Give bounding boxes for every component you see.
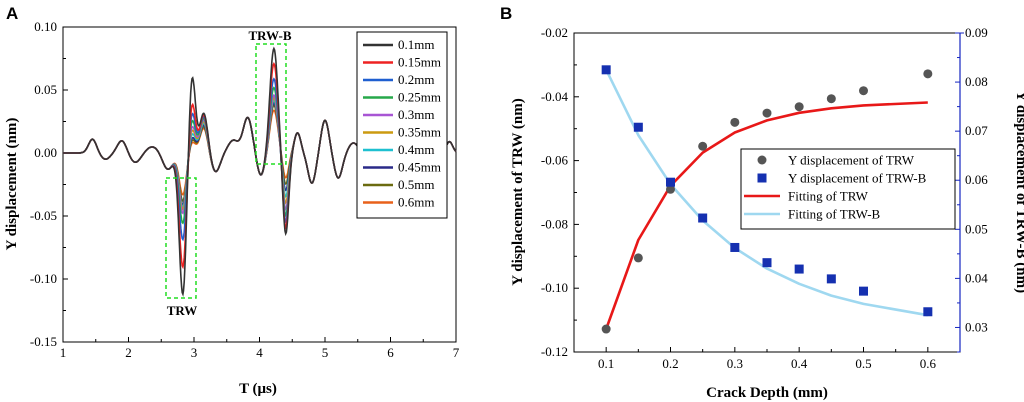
panel-a-x-tick-label: 7	[453, 345, 460, 360]
panel-b-trw-point	[666, 184, 675, 194]
panel-b-legend-swatch	[757, 155, 767, 165]
panel-b-trw-point	[859, 86, 868, 96]
panel-a-legend-label: 0.4mm	[398, 142, 434, 157]
panel-b-x-tick-label: 0.3	[727, 356, 743, 371]
panel-b-label: B	[500, 4, 512, 23]
panel-b-y-axis-label-right: Y displacement of TRW-B (nm)	[1013, 91, 1024, 293]
panel-a: A 1 2 3 4 5 6 7 -0.15 -0.10 -0.05 0.00 0.05 0.10 TRW…	[4, 4, 460, 397]
panel-b-trw-point	[794, 102, 804, 112]
panel-a-legend-label: 0.6mm	[398, 195, 434, 210]
panel-b-trwb-point	[633, 122, 643, 132]
panel-b-trwb-point	[923, 307, 933, 317]
panel-b-legend-label: Y displacement of TRW	[788, 153, 915, 168]
panel-b-y-axis-label-left: Y displacement of TRW (nm)	[510, 98, 526, 286]
trwb-annotation: TRW-B	[248, 28, 291, 43]
panel-b-trwb-point	[826, 274, 836, 284]
panel-a-highlight-boxes	[165, 43, 287, 299]
panel-b-trwb-point	[859, 286, 868, 296]
panel-b-trwb-point	[730, 242, 740, 252]
panel-a-legend-label: 0.15mm	[398, 55, 441, 70]
panel-a-legend-label: 0.1mm	[398, 37, 434, 52]
panel-b-points	[601, 65, 933, 334]
panel-a-x-tick-label: 3	[191, 345, 198, 360]
panel-b-fit-line	[605, 69, 929, 317]
panel-b-x-axis-label: Crack Depth (mm)	[706, 385, 828, 401]
panel-b-trw-point	[698, 141, 708, 151]
panel-b-right-tick-label: 0.06	[965, 172, 988, 187]
panel-a-x-tick-label: 1	[60, 345, 67, 360]
panel-b-trwb-point	[601, 65, 611, 75]
panel-b-x-tick-label: 0.5	[855, 356, 871, 371]
panel-b-legend: Y displacement of TRW Y displacement of T…	[740, 148, 956, 230]
panel-b-y-tick-label: -0.12	[541, 344, 568, 359]
panel-a-x-axis-label: T (μs)	[239, 381, 277, 397]
panel-b-ticks: 0.1 0.2 0.3 0.4 0.5 0.6 -0.12 -0.10 -0.08 -0.06 -0…	[541, 25, 988, 371]
panel-b-legend-label: Y displacement of TRW-B	[788, 171, 927, 186]
panel-b-y-tick-label: -0.02	[541, 25, 568, 40]
panel-a-legend-label: 0.45mm	[398, 160, 441, 175]
panel-b: B 0.1 0.2 0.3 0.4 0.5 0.6 -0.12 -0.10 -0.08 -0.06…	[500, 4, 1024, 401]
panel-a-legend-label: 0.35mm	[398, 125, 441, 140]
trw-highlight-box	[165, 177, 197, 299]
panel-b-trwb-point	[794, 264, 804, 274]
panel-a-legend-label: 0.25mm	[398, 90, 441, 105]
panel-b-trwb-point	[666, 177, 675, 187]
panel-b-legend-swatch	[757, 173, 767, 183]
panel-b-y-tick-label: -0.04	[541, 89, 569, 104]
panel-a-ticks: 1 2 3 4 5 6 7 -0.15 -0.10 -0.05 0.00 0.05 0.10	[30, 19, 460, 360]
panel-a-y-tick-label: 0.10	[34, 19, 57, 34]
panel-b-right-tick-label: 0.09	[965, 25, 988, 40]
panel-a-legend-label: 0.2mm	[398, 72, 434, 87]
panel-a-y-axis-label: Y displacement (nm)	[4, 118, 20, 251]
panel-b-y-tick-label: -0.10	[541, 280, 568, 295]
panel-b-trwb-point	[698, 213, 708, 223]
panel-b-legend-label: Fitting of TRW	[788, 189, 869, 204]
panel-b-trw-point	[762, 108, 772, 118]
panel-b-right-tick-label: 0.04	[965, 270, 988, 285]
panel-a-x-tick-label: 2	[125, 345, 132, 360]
panel-a-y-tick-label: -0.10	[30, 271, 57, 286]
panel-b-right-tick-label: 0.03	[965, 319, 988, 334]
panel-b-right-tick-label: 0.08	[965, 74, 988, 89]
panel-a-y-tick-label: -0.05	[30, 208, 57, 223]
panel-a-legend: 0.1mm 0.15mm 0.2mm 0.25mm 0.3mm 0.35mm 0.4mm 0.…	[356, 31, 448, 219]
panel-b-trw-point	[923, 69, 933, 79]
panel-b-right-tick-label: 0.05	[965, 221, 988, 236]
trwb-highlight-box	[255, 43, 287, 165]
panel-b-fit-lines	[604, 69, 929, 330]
panel-b-x-tick-label: 0.6	[920, 356, 937, 371]
panel-a-y-tick-label: 0.05	[34, 82, 57, 97]
panel-b-legend-label: Fitting of TRW-B	[788, 207, 881, 222]
panel-a-y-tick-label: -0.15	[30, 334, 57, 349]
panel-a-legend-label: 0.3mm	[398, 107, 434, 122]
panel-a-x-tick-label: 6	[387, 345, 394, 360]
panel-a-y-tick-label: 0.00	[34, 145, 57, 160]
panel-b-right-tick-label: 0.07	[965, 123, 988, 138]
panel-a-x-tick-label: 4	[256, 345, 263, 360]
panel-b-trw-point	[730, 117, 740, 127]
panel-b-trw-point	[633, 253, 643, 263]
panel-a-label: A	[6, 4, 18, 23]
panel-b-trw-point	[601, 324, 611, 334]
panel-a-legend-label: 0.5mm	[398, 177, 434, 192]
panel-b-y-tick-label: -0.08	[541, 216, 568, 231]
trw-annotation: TRW	[167, 303, 198, 318]
panel-b-fit-line	[604, 101, 928, 330]
panel-b-trwb-point	[762, 258, 772, 268]
panel-b-y-tick-label: -0.06	[541, 153, 569, 168]
panel-a-x-tick-label: 5	[322, 345, 329, 360]
panel-b-x-tick-label: 0.1	[598, 356, 614, 371]
panel-b-x-tick-label: 0.4	[791, 356, 808, 371]
panel-b-x-tick-label: 0.2	[662, 356, 678, 371]
panel-b-trw-point	[826, 94, 836, 104]
panel-b-legend-box	[740, 148, 956, 230]
